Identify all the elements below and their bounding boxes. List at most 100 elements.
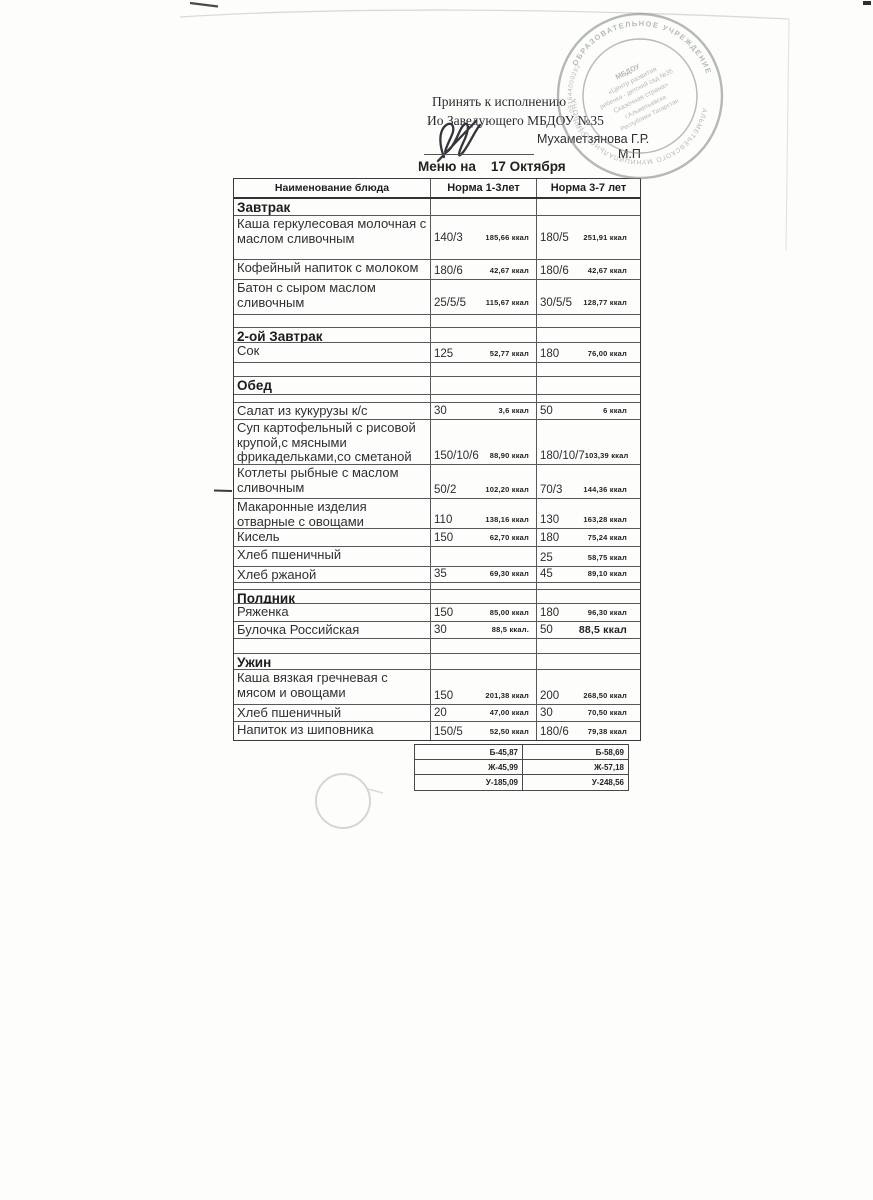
kcal-value: 52,77 ккал — [489, 349, 529, 358]
dish-name: Кофейный напиток с молоком — [234, 260, 431, 279]
portion-size: 45 — [540, 568, 553, 580]
portion-size: 180 — [540, 607, 560, 619]
total-value: Б-45,87 — [415, 745, 523, 759]
portion-size: 130 — [540, 514, 560, 526]
norm-cell: 50 88,5 ккал — [537, 622, 640, 638]
norm-cell: 125 52,77 ккал — [431, 343, 537, 362]
total-value: У-248,56 — [591, 778, 624, 787]
norm-cell — [537, 363, 640, 376]
kcal-value: 88,5 ккал. — [491, 625, 529, 634]
norm-cell — [537, 395, 640, 402]
portion-size: 50 — [540, 405, 553, 417]
section-title: Обед — [234, 377, 431, 394]
totals-table: Б-45,87 Б-58,69 Ж-45,99 Ж-57,18 У-185,09 У-24… — [414, 744, 629, 791]
norm-cell: 30 88,5 ккал. — [431, 622, 537, 638]
spacer-row — [234, 639, 640, 654]
norm-cell: 35 69,30 ккал — [431, 567, 537, 582]
norm-cell: 30/5/5 128,77 ккал — [537, 280, 640, 314]
dish-name — [234, 395, 431, 402]
column-header: Наименование блюда — [234, 179, 431, 197]
portion-size: 150 — [434, 607, 454, 619]
norm-cell: 50 6 ккал — [537, 403, 640, 419]
dish-name: Хлеб пшеничный — [234, 705, 431, 721]
portion-size: 50/2 — [434, 484, 457, 496]
paper-right-edge — [785, 18, 790, 251]
dish-name: Каша геркулесовая молочная с маслом слив… — [234, 216, 431, 259]
stamp-ring-text-top: ОБРАЗОВАТЕЛЬНОЕ УЧРЕЖДЕНИЕ — [570, 19, 712, 76]
kcal-value: 3,6 ккал — [498, 406, 529, 415]
portion-size: 180/6 — [540, 726, 569, 738]
section-row: Обед — [234, 377, 640, 395]
spacer-row — [234, 363, 640, 377]
norm-cell: 200 268,50 ккал — [537, 670, 640, 704]
norm-cell — [537, 328, 640, 342]
kcal-value: 42,67 ккал — [489, 266, 529, 275]
total-value: Ж-57,18 — [594, 763, 624, 772]
menu-row: Каша вязкая гречневая с мясом и овощами 1… — [234, 670, 640, 705]
norm-cell: 150/10/6 88,90 ккал — [431, 420, 537, 464]
norm-cell: 180 96,30 ккал — [537, 604, 640, 621]
menu-row: Каша геркулесовая молочная с маслом слив… — [234, 216, 640, 260]
norm-cell: 70/3 144,36 ккал — [537, 465, 640, 498]
section-row: Полдник — [234, 590, 640, 604]
kcal-value: 75,24 ккал — [587, 533, 627, 542]
portion-size: 70/3 — [540, 484, 563, 496]
norm-cell — [537, 590, 640, 603]
portion-size: 150/5 — [434, 726, 463, 738]
kcal-value: 69,30 ккал — [489, 569, 529, 578]
svg-text:г.Альметьевска: г.Альметьевска — [624, 94, 668, 121]
norm-cell — [431, 639, 537, 653]
signature — [436, 119, 482, 163]
norm-cell: 150/5 52,50 ккал — [431, 722, 537, 740]
menu-row: Хлеб пшеничный 20 47,00 ккал 30 70,50 ккал — [234, 705, 640, 722]
portion-size: 50 — [540, 624, 553, 636]
portion-size: 200 — [540, 690, 560, 702]
portion-size: 35 — [434, 568, 447, 580]
section-title: Завтрак — [234, 199, 431, 215]
stamp-center-text: МБДОУ «Центр развития ребенка - детский … — [598, 61, 680, 133]
dish-name: Салат из кукурузы к/с — [234, 403, 431, 419]
norm-cell: 150 85,00 ккал — [431, 604, 537, 621]
norm-cell: 180/6 42,67 ккал — [431, 260, 537, 279]
norm-cell — [537, 377, 640, 394]
norm-cell: 130 163,28 ккал — [537, 499, 640, 528]
dish-name — [234, 639, 431, 653]
norm-cell: 180/10/7 103,39 ккал — [537, 420, 640, 464]
kcal-value: 52,50 ккал — [489, 727, 529, 736]
signature-line — [424, 154, 534, 155]
portion-size: 125 — [434, 348, 454, 360]
dish-name: Напиток из шиповника — [234, 722, 431, 740]
norm-cell — [537, 654, 640, 669]
portion-size: 180 — [540, 348, 560, 360]
portion-size: 30 — [434, 624, 447, 636]
header-row: Наименование блюда Норма 1-3лет Норма 3-7 … — [234, 179, 640, 199]
kcal-value: 185,66 ккал — [485, 233, 529, 242]
portion-size: 110 — [434, 514, 453, 526]
kcal-value: 102,20 ккал — [485, 485, 529, 494]
norm-cell — [431, 654, 537, 669]
menu-row: Сок 125 52,77 ккал 180 76,00 ккал — [234, 343, 640, 363]
menu-title: Меню на 17 Октября — [418, 159, 566, 174]
kcal-value: 138,16 ккал — [485, 515, 529, 524]
column-header: Норма 1-3лет — [431, 179, 537, 197]
portion-size: 30 — [434, 405, 447, 417]
menu-row: Салат из кукурузы к/с 30 3,6 ккал 50 6 ккал — [234, 403, 640, 420]
spacer-row — [234, 395, 640, 403]
totals-row: Б-45,87 Б-58,69 — [415, 745, 628, 760]
scanner-mark-top-right — [863, 1, 871, 5]
norm-cell — [431, 328, 537, 342]
dish-name: Суп картофельный с рисовой крупой,с мясн… — [234, 420, 431, 464]
dish-name: Макаронные изделия отварные с овощами — [234, 499, 431, 528]
hole-punch-mark — [315, 773, 371, 829]
norm-cell: 25/5/5 115,67 ккал — [431, 280, 537, 314]
svg-text:МБДОУ: МБДОУ — [614, 61, 642, 81]
kcal-value: 251,91 ккал — [583, 233, 627, 242]
menu-row: Хлеб ржаной 35 69,30 ккал 45 89,10 ккал — [234, 567, 640, 583]
dish-name — [234, 363, 431, 376]
norm-cell: 150 201,38 ккал — [431, 670, 537, 704]
portion-size: 180/10/7 — [540, 450, 585, 462]
hole-punch-tail — [367, 788, 384, 794]
dish-name: Котлеты рыбные с маслом сливочным — [234, 465, 431, 498]
kcal-value: 6 ккал — [603, 406, 627, 415]
section-row: Ужин — [234, 654, 640, 670]
